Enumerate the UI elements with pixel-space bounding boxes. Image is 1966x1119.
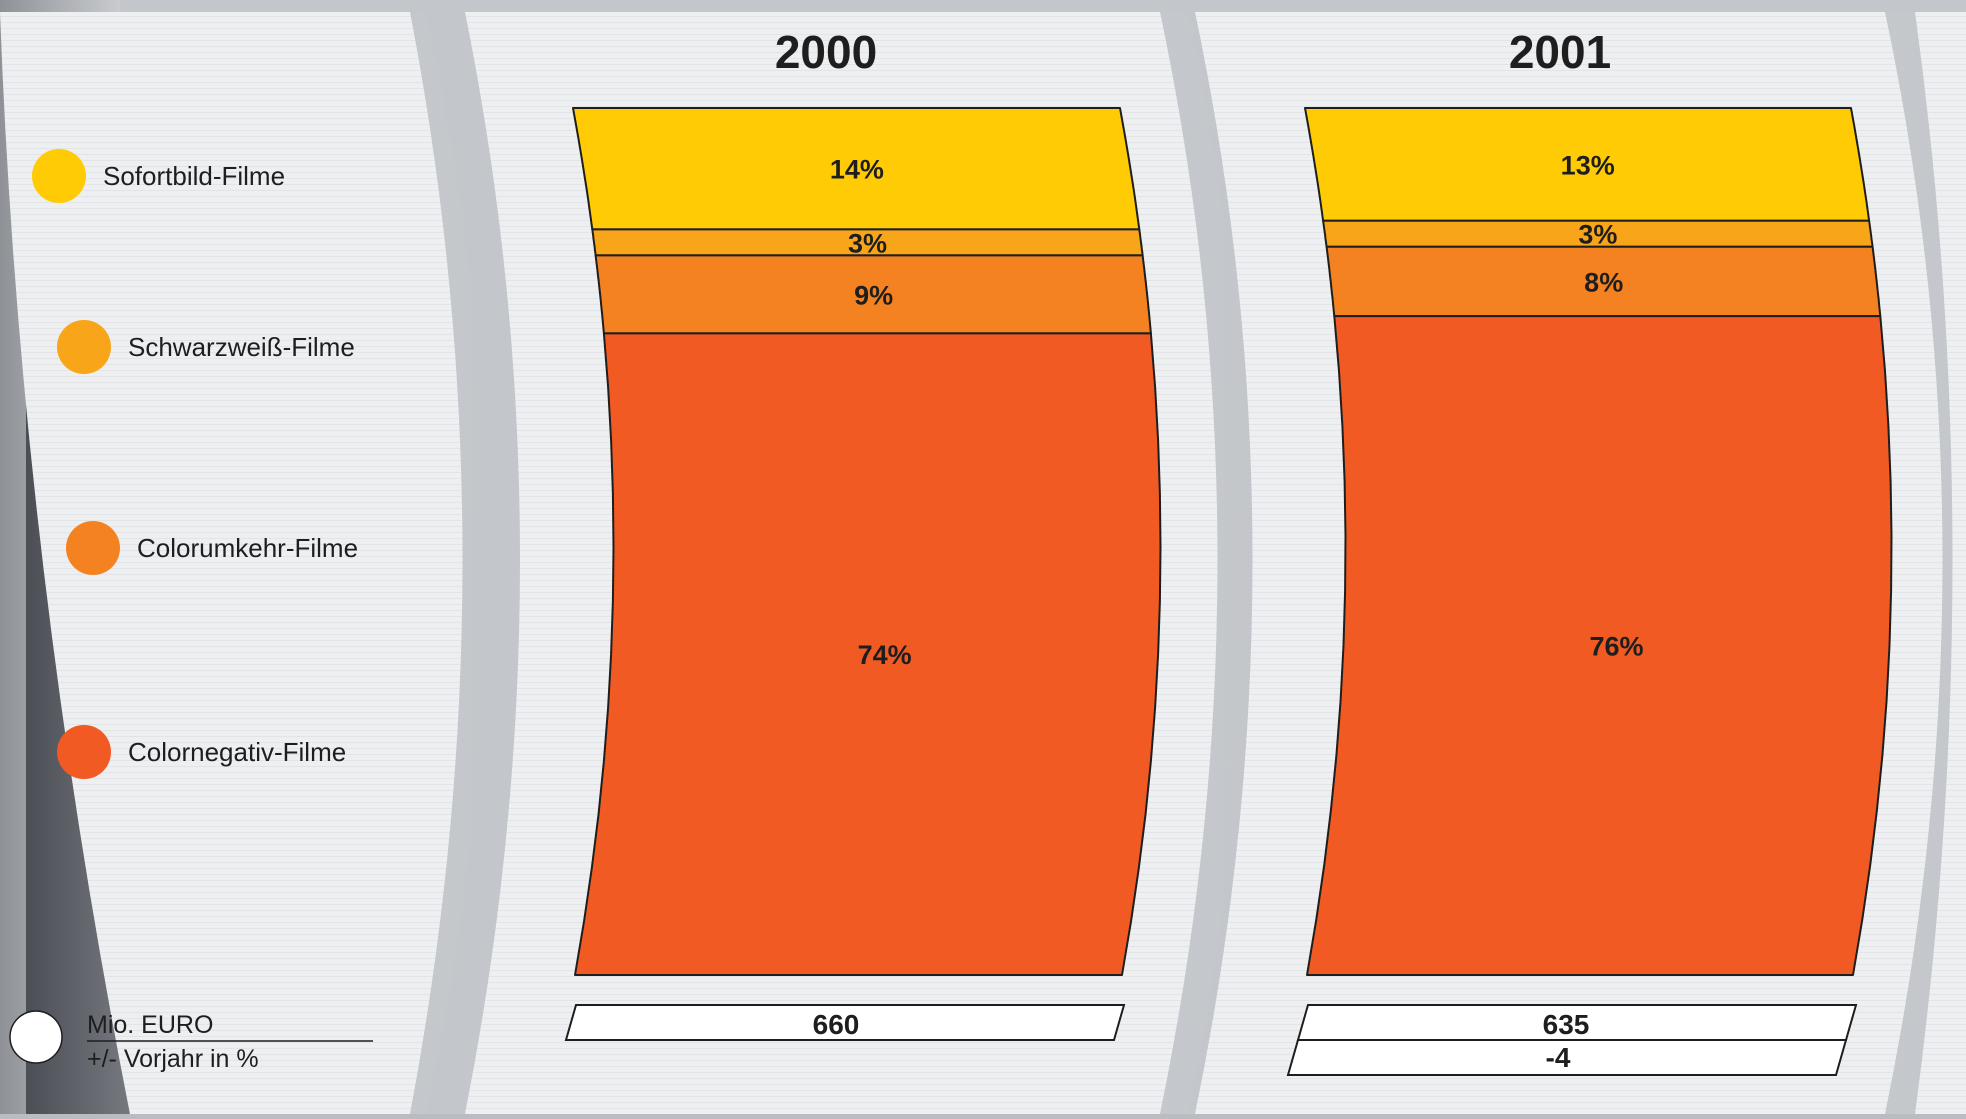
legend-swatch-sofortbild-filme bbox=[32, 149, 86, 203]
bar-segment-colornegativ-filme-2001 bbox=[1306, 315, 1893, 976]
legend-label-sofortbild-filme: Sofortbild-Filme bbox=[103, 161, 285, 191]
panel-right bbox=[1915, 12, 1966, 1114]
totals: 660 635-4 bbox=[564, 1004, 1858, 1076]
panel-left bbox=[0, 12, 463, 1114]
total-box-2000 bbox=[564, 1004, 1126, 1041]
total-value-2001: 635 bbox=[1543, 1009, 1590, 1040]
year-title-2001: 2001 bbox=[1509, 26, 1611, 78]
bar-stack-2001: 2001 13% 3% 8% 76% bbox=[1304, 26, 1893, 976]
data-label-colorumkehr-filme-2000: 9% bbox=[854, 280, 893, 310]
data-label-colorumkehr-filme-2001: 8% bbox=[1584, 267, 1623, 297]
total-value-2000: 660 bbox=[813, 1009, 860, 1040]
legend-swatch-total bbox=[9, 1010, 63, 1064]
change-box-2001 bbox=[1286, 1039, 1848, 1076]
bars: 2000 14% 3% 9% 74% 2001 13% 3% 8% 76% bbox=[572, 26, 1893, 976]
change-label: +/- Vorjahr in % bbox=[87, 1045, 259, 1073]
legend-swatch-colorumkehr-filme bbox=[66, 521, 120, 575]
legend-label-schwarzweiss-filme: Schwarzweiß-Filme bbox=[128, 332, 355, 362]
data-label-schwarzweiss-filme-2000: 3% bbox=[848, 228, 887, 258]
bar-segment-colornegativ-filme-2000 bbox=[574, 332, 1162, 976]
year-title-2000: 2000 bbox=[775, 26, 877, 78]
legend-swatch-schwarzweiss-filme bbox=[57, 320, 111, 374]
legend-label-colorumkehr-filme: Colorumkehr-Filme bbox=[137, 533, 358, 563]
bar-stack-2000: 2000 14% 3% 9% 74% bbox=[572, 26, 1162, 976]
data-label-colornegativ-filme-2001: 76% bbox=[1589, 632, 1643, 662]
legend-label-colornegativ-filme: Colornegativ-Filme bbox=[128, 737, 346, 767]
data-label-schwarzweiss-filme-2001: 3% bbox=[1578, 220, 1617, 250]
legend-swatch-colornegativ-filme bbox=[57, 725, 111, 779]
unit-label: Mio. EURO bbox=[87, 1011, 213, 1039]
data-label-sofortbild-filme-2001: 13% bbox=[1561, 150, 1615, 180]
legend: Sofortbild-Filme Schwarzweiß-Filme Colorum… bbox=[9, 149, 373, 1073]
change-value-2001: -4 bbox=[1546, 1042, 1571, 1073]
data-label-sofortbild-filme-2000: 14% bbox=[830, 155, 884, 185]
data-label-colornegativ-filme-2000: 74% bbox=[858, 640, 912, 670]
